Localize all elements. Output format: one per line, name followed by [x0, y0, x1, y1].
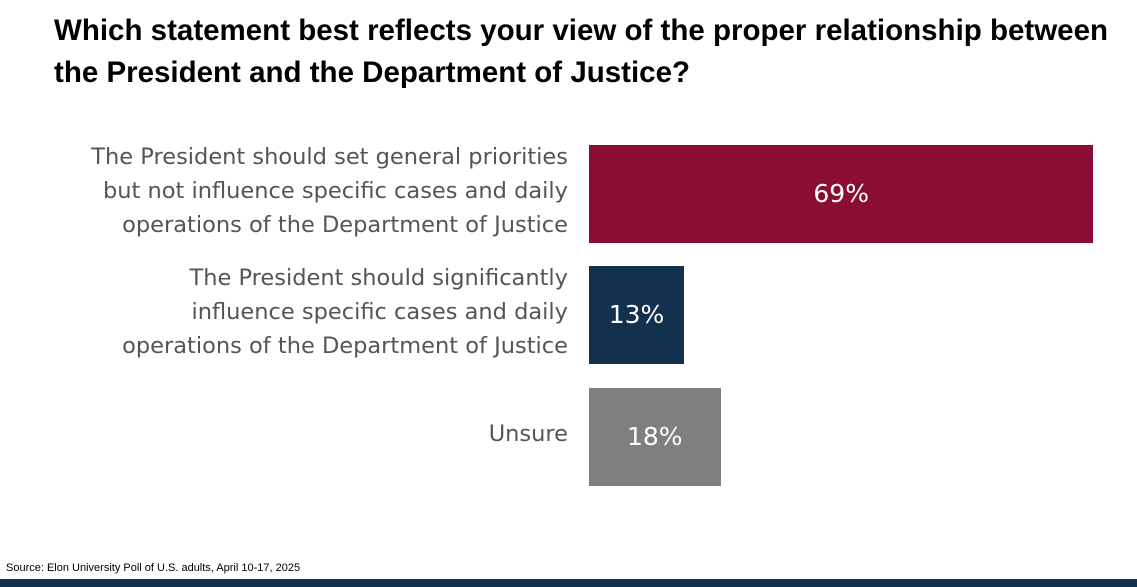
- bar-value-label: 18%: [626, 422, 683, 451]
- source-note: Source: Elon University Poll of U.S. adu…: [6, 562, 301, 574]
- category-label: The President should significantly influ…: [122, 265, 568, 359]
- bar-value-label: 69%: [813, 179, 869, 208]
- category-label: The President should set general priorit…: [91, 144, 568, 238]
- bar: [589, 145, 1094, 243]
- footer-band: [0, 579, 1137, 587]
- bar: [589, 266, 685, 364]
- bar-value-label: 13%: [608, 300, 665, 329]
- category-label: Unsure: [488, 421, 568, 447]
- bar: [589, 388, 721, 486]
- chart-title: Which statement best reflects your view …: [54, 14, 1109, 89]
